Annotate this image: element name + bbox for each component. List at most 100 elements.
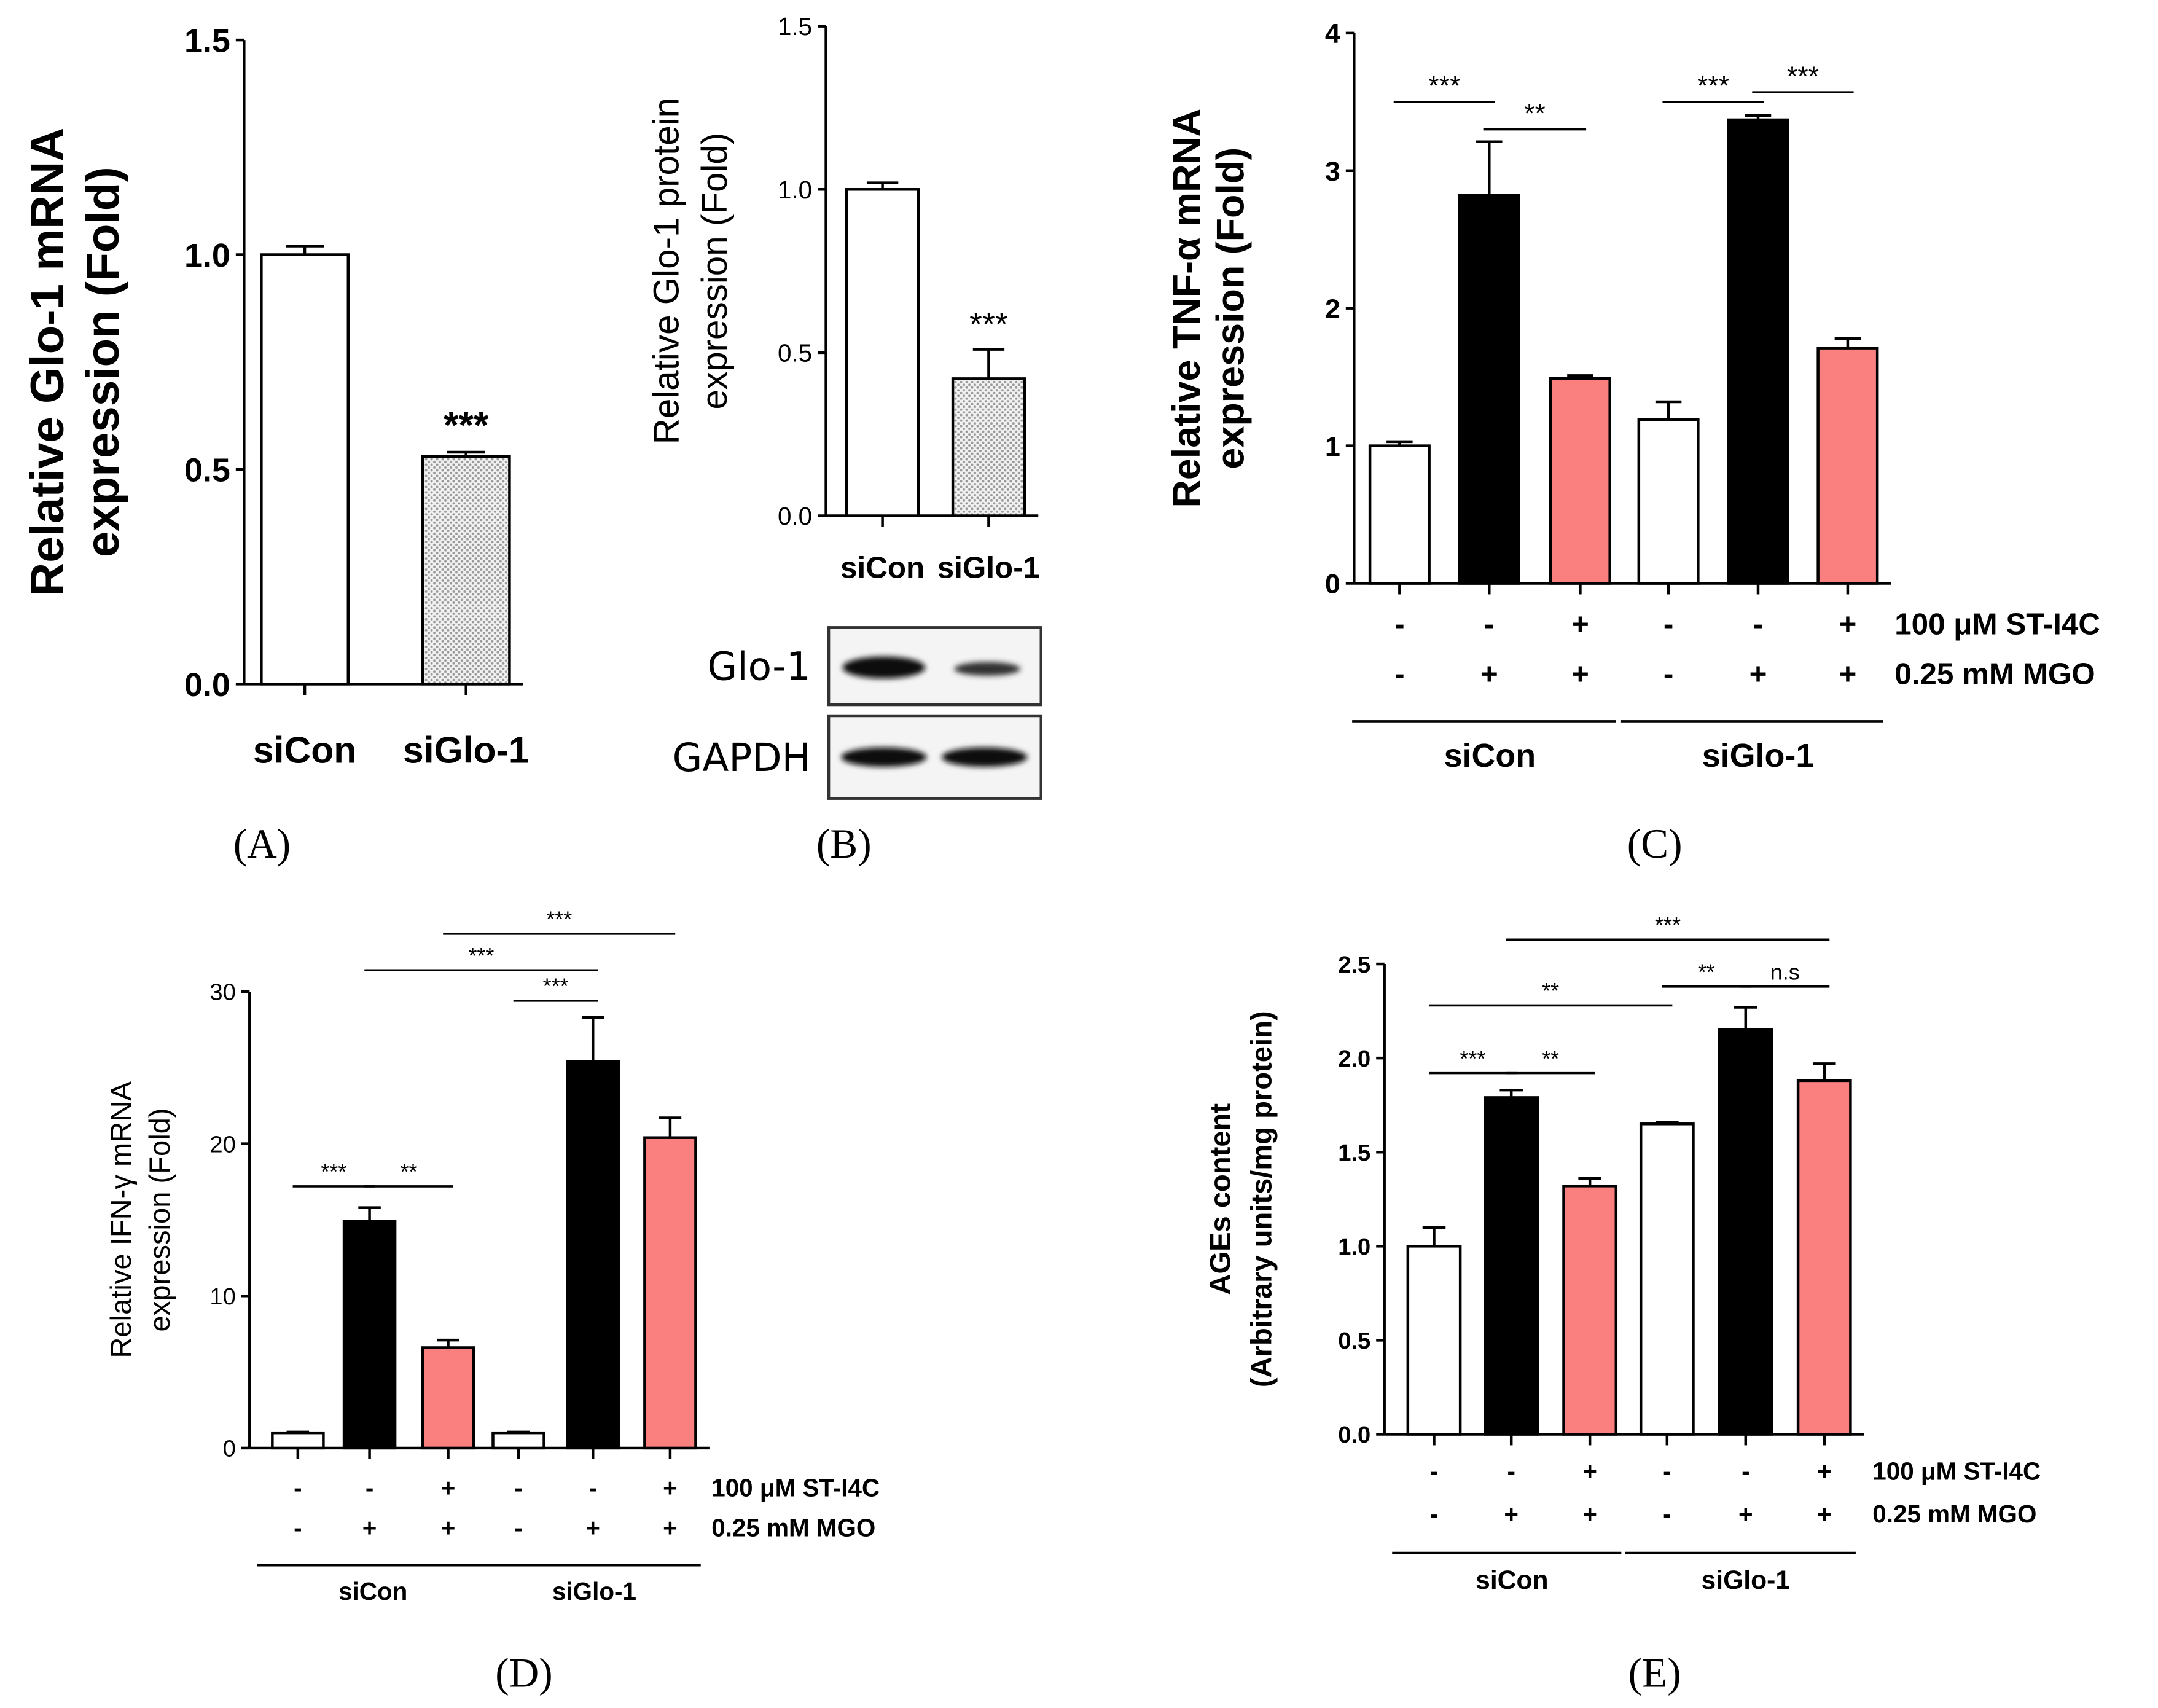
significance-label: ***	[1428, 70, 1460, 101]
y-axis-label: Relative Glo-1 mRNA	[22, 128, 74, 597]
mgo-sign: +	[663, 1514, 678, 1542]
y-tick-label: 2.5	[1338, 952, 1370, 978]
mgo-sign: +	[1738, 1500, 1753, 1528]
y-tick-label: 0.0	[184, 667, 230, 703]
st-sign: +	[1817, 1457, 1832, 1486]
significance-label: **	[1542, 978, 1559, 1003]
bar	[1549, 377, 1611, 585]
y-tick-label: 0	[223, 1436, 236, 1462]
bar	[271, 1431, 325, 1450]
y-tick-label: 20	[209, 1131, 235, 1158]
mgo-sign: +	[585, 1514, 600, 1542]
significance-label: ***	[468, 943, 494, 968]
group-label: siCon	[1476, 1565, 1548, 1595]
y-tick-label: 0.5	[778, 339, 812, 367]
mgo-sign: +	[1582, 1500, 1597, 1528]
blot-label: GAPDH	[673, 735, 811, 780]
bar	[1727, 118, 1789, 585]
mgo-sign: +	[1817, 1500, 1832, 1528]
bar	[1368, 444, 1431, 585]
significance-label: **	[1524, 97, 1546, 128]
st-sign: +	[1839, 608, 1856, 641]
category-label: siGlo-1	[937, 551, 1040, 585]
bar	[421, 1346, 475, 1450]
bar	[491, 1431, 545, 1450]
blot-label: Glo-1	[707, 644, 810, 689]
y-tick-label: 1.0	[1338, 1234, 1370, 1260]
y-axis-label: AGEs content	[1203, 1103, 1236, 1295]
y-tick-label: 0.0	[778, 502, 812, 530]
treatment-label-st: 100 μM ST-I4C	[1872, 1457, 2041, 1486]
mgo-sign: +	[441, 1514, 456, 1542]
significance-label: **	[1698, 960, 1715, 985]
y-tick-label: 1.5	[1338, 1140, 1370, 1166]
category-label: siCon	[253, 729, 356, 770]
bar	[1796, 1079, 1852, 1436]
group-label: siGlo-1	[552, 1577, 636, 1605]
y-tick-label: 0	[1325, 568, 1340, 600]
treatment-label-mgo: 0.25 mM MGO	[1894, 657, 2095, 691]
st-sign: -	[1753, 608, 1763, 641]
bar	[1562, 1185, 1618, 1436]
chart-panel-a: 0.0 0.5 1.0 1.5 Relative Glo-1 mRNA expressio…	[22, 22, 529, 867]
bar	[643, 1136, 697, 1450]
mgo-sign: +	[1839, 657, 1856, 691]
y-axis-label: expression (Fold)	[143, 1108, 176, 1331]
chart-panel-b: 0.0 0.5 1.0 1.5 Relative Glo-1 protein expres…	[646, 12, 1040, 867]
treatment-label-mgo: 0.25 mM MGO	[1872, 1500, 2036, 1528]
mgo-sign: +	[362, 1514, 377, 1542]
st-sign: -	[366, 1473, 373, 1502]
panel-letter: (C)	[1627, 821, 1683, 867]
panel-letter: (A)	[233, 821, 291, 867]
st-sign: -	[1663, 608, 1673, 641]
st-sign: +	[441, 1473, 456, 1502]
significance-label: **	[401, 1159, 418, 1185]
bar	[421, 455, 511, 686]
mgo-sign: +	[1504, 1500, 1519, 1528]
chart-panel-d: 0 10 20 30 Relative IFN-γ mRNA expression (Fo…	[104, 907, 880, 1696]
significance-label: n.s	[1770, 960, 1800, 985]
st-sign: -	[588, 1473, 596, 1502]
bar	[1406, 1245, 1462, 1436]
blot-band	[841, 747, 927, 767]
st-sign: -	[1394, 608, 1404, 641]
y-axis-label: expression (Fold)	[77, 166, 129, 557]
panel-letter: (B)	[816, 821, 872, 867]
bar	[1637, 418, 1700, 585]
bar	[260, 253, 350, 686]
treatment-label-mgo: 0.25 mM MGO	[711, 1514, 875, 1542]
mgo-sign: +	[1480, 657, 1498, 691]
blot-band	[954, 662, 1021, 676]
category-label: siGlo-1	[403, 729, 529, 770]
st-sign: -	[294, 1473, 302, 1502]
significance-label: ***	[543, 974, 569, 999]
bar	[1816, 347, 1879, 585]
significance-label: ***	[1697, 70, 1729, 101]
blot-band	[942, 747, 1028, 767]
st-sign: -	[514, 1473, 522, 1502]
st-sign: -	[1430, 1457, 1438, 1486]
st-sign: -	[1663, 1457, 1671, 1486]
y-tick-label: 10	[209, 1283, 235, 1310]
western-blot: Glo-1 GAPDH	[673, 626, 1042, 800]
y-tick-label: 2	[1325, 293, 1340, 324]
y-tick-label: 0.5	[1338, 1328, 1370, 1354]
y-tick-label: 1.5	[184, 22, 230, 59]
y-axis-label: Relative IFN-γ mRNA	[104, 1081, 137, 1358]
mgo-sign: -	[514, 1514, 522, 1542]
panel-letter: (E)	[1628, 1650, 1681, 1696]
mgo-sign: -	[294, 1514, 302, 1542]
y-tick-label: 1.0	[778, 176, 812, 204]
y-tick-label: 30	[209, 979, 235, 1006]
st-sign: -	[1484, 608, 1494, 641]
y-tick-label: 3	[1325, 155, 1340, 187]
significance-label: ***	[1787, 60, 1819, 92]
y-axis-label: Relative TNF-α mRNA	[1165, 109, 1208, 508]
y-axis-label: expression (Fold)	[695, 133, 735, 410]
group-label: siGlo-1	[1702, 1565, 1790, 1595]
group-label: siCon	[1444, 737, 1536, 774]
chart-panel-c: 0 1 2 3 4 Relative TNF-α mRNA expression (Fold…	[1165, 18, 2100, 867]
mgo-sign: +	[1571, 657, 1589, 691]
significance-label: ***	[444, 404, 489, 447]
